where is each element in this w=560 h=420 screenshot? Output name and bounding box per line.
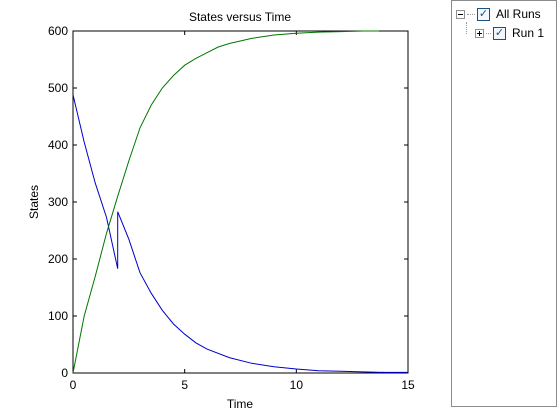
tree-line-icon bbox=[486, 32, 491, 34]
y-tick-label: 400 bbox=[48, 138, 68, 152]
expand-icon[interactable] bbox=[475, 28, 484, 38]
run-1-checkbox[interactable]: ✓ bbox=[493, 26, 506, 40]
series-layer bbox=[72, 30, 408, 374]
x-axis-label: Time bbox=[227, 397, 254, 411]
y-tick-label: 0 bbox=[61, 366, 68, 380]
chart-title: States versus Time bbox=[189, 10, 291, 24]
series-line-1 bbox=[72, 94, 408, 373]
x-tick-label: 0 bbox=[70, 378, 77, 392]
y-tick-label: 300 bbox=[48, 195, 68, 209]
x-tick-label: 5 bbox=[181, 378, 188, 392]
y-axis: 0 100 200 300 400 500 600 bbox=[48, 24, 408, 380]
all-runs-checkbox[interactable]: ✓ bbox=[477, 7, 490, 21]
x-tick-label: 15 bbox=[401, 378, 415, 392]
checkmark-icon: ✓ bbox=[478, 7, 489, 20]
tree-line-icon bbox=[467, 13, 475, 15]
tree-item-all-runs[interactable]: ✓ All Runs bbox=[456, 6, 541, 22]
tree-item-run-1[interactable]: ✓ Run 1 bbox=[475, 25, 544, 41]
plot-area bbox=[72, 30, 409, 374]
y-tick-label: 200 bbox=[48, 252, 68, 266]
y-tick-label: 500 bbox=[48, 81, 68, 95]
x-axis: 0 5 10 15 bbox=[70, 31, 415, 392]
run-1-label: Run 1 bbox=[512, 26, 545, 40]
y-axis-label: States bbox=[27, 185, 41, 219]
checkmark-icon: ✓ bbox=[494, 26, 505, 39]
runs-tree-panel: ✓ All Runs ✓ Run 1 bbox=[451, 0, 557, 407]
tree-connector-line bbox=[466, 22, 467, 34]
y-tick-label: 100 bbox=[48, 309, 68, 323]
y-tick-label: 600 bbox=[48, 24, 68, 38]
x-tick-label: 10 bbox=[290, 378, 304, 392]
collapse-icon[interactable] bbox=[456, 9, 465, 19]
chart-area: States versus Time 0 5 10 15 0 100 200 300 400 5… bbox=[27, 10, 415, 411]
all-runs-label: All Runs bbox=[496, 7, 541, 21]
series-line-2 bbox=[72, 30, 379, 374]
